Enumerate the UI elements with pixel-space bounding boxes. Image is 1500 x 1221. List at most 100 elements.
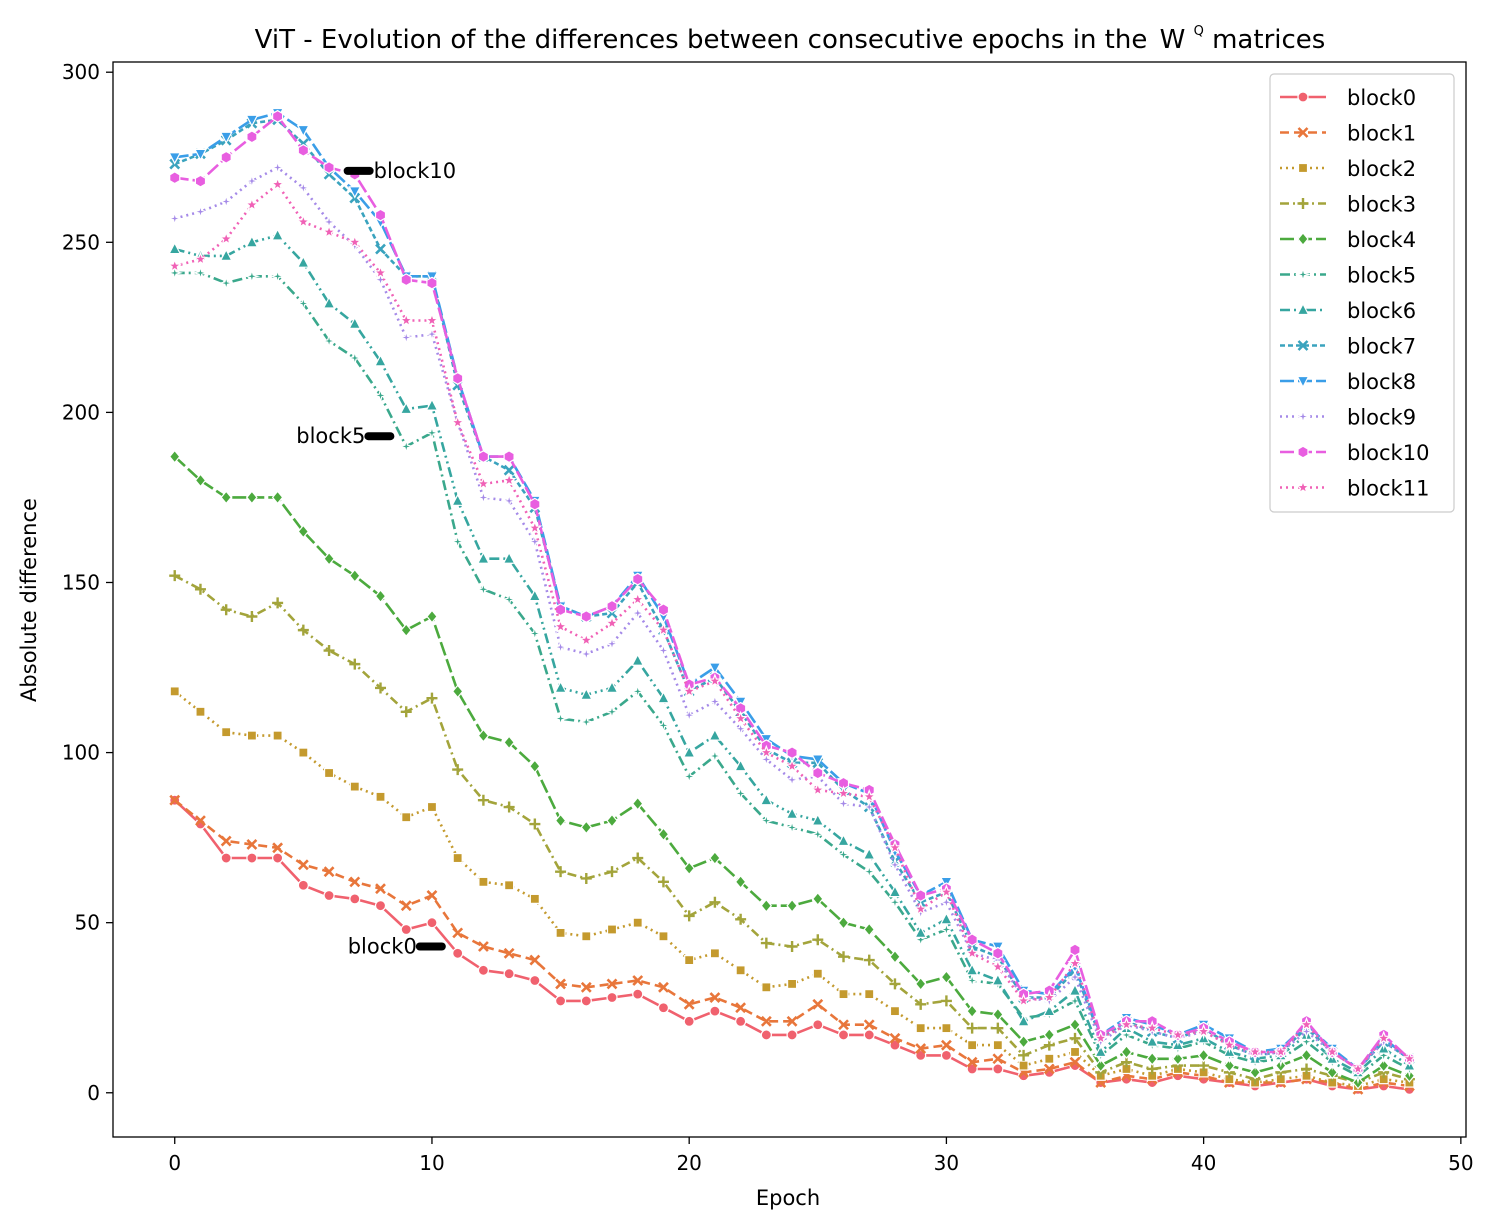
legend-marker — [1297, 91, 1309, 103]
data-point-block1 — [375, 883, 386, 895]
data-point-block1 — [966, 1056, 978, 1068]
data-point-block10 — [580, 610, 592, 623]
data-point-block10 — [657, 603, 670, 617]
x-tick-label: 0 — [168, 1151, 181, 1175]
data-point-block4 — [992, 1007, 1004, 1022]
data-point-block3 — [297, 624, 309, 636]
data-point-block1 — [529, 954, 541, 966]
legend-marker — [1297, 127, 1309, 138]
data-point-block0 — [426, 917, 438, 929]
legend-marker — [1295, 479, 1311, 494]
legend-marker — [1297, 340, 1309, 351]
data-point-block4 — [1223, 1058, 1236, 1073]
data-point-block9 — [397, 329, 415, 346]
data-point-block0 — [554, 995, 567, 1007]
data-point-block1 — [323, 866, 335, 878]
y-tick-label: 0 — [87, 1081, 100, 1105]
data-point-block2 — [169, 686, 180, 697]
series-block5 — [166, 264, 1418, 1085]
data-point-block4 — [606, 813, 618, 828]
data-point-block1 — [297, 859, 309, 871]
data-point-block8 — [708, 662, 722, 675]
data-point-block11 — [1016, 993, 1032, 1008]
data-point-block3 — [966, 1022, 978, 1034]
data-point-block0 — [297, 879, 309, 891]
chart-title-suffix: matrices — [1212, 25, 1325, 55]
data-point-block0 — [503, 968, 515, 980]
data-point-block0 — [812, 1019, 824, 1031]
data-point-block2 — [504, 880, 515, 891]
data-point-block11 — [398, 312, 414, 328]
data-point-block11 — [861, 788, 877, 804]
data-point-block5 — [757, 812, 775, 829]
data-point-block4 — [400, 623, 412, 638]
data-point-block6 — [734, 758, 748, 772]
data-point-block6 — [245, 235, 259, 248]
data-point-block1 — [606, 978, 618, 990]
data-point-block5 — [166, 264, 183, 282]
data-point-block10 — [169, 171, 181, 185]
data-point-block9 — [706, 693, 724, 710]
data-point-block5 — [526, 625, 544, 642]
x-axis-label: Epoch — [756, 1186, 820, 1210]
data-point-block9 — [1066, 968, 1084, 986]
data-point-block2 — [992, 1040, 1003, 1051]
data-point-block11 — [1041, 989, 1057, 1004]
chart-title-main: ViT - Evolution of the differences betwe… — [255, 25, 1148, 55]
data-point-block4 — [760, 898, 773, 913]
data-point-block1 — [709, 992, 721, 1003]
data-point-block11 — [733, 710, 749, 726]
data-point-block5 — [912, 931, 929, 948]
data-point-block1 — [503, 947, 515, 959]
legend-marker — [1296, 375, 1310, 389]
data-point-block1 — [555, 978, 566, 990]
data-point-block3 — [889, 978, 901, 990]
data-point-block9 — [886, 856, 904, 874]
data-point-block10 — [632, 572, 644, 586]
data-point-block4 — [1069, 1017, 1081, 1032]
data-point-block5 — [938, 921, 955, 938]
data-point-block9 — [500, 492, 518, 510]
data-point-block3 — [812, 934, 824, 946]
data-point-block4 — [1120, 1045, 1133, 1059]
data-point-block11 — [1298, 1016, 1315, 1032]
data-point-block9 — [475, 489, 492, 506]
data-point-block4 — [194, 473, 207, 488]
x-tick-label: 10 — [419, 1151, 444, 1175]
legend-item-block11: block11 — [1280, 477, 1429, 501]
data-point-block1 — [889, 1032, 901, 1044]
y-tick-label: 150 — [62, 570, 100, 594]
data-point-block3 — [349, 658, 361, 670]
data-point-block0 — [452, 947, 464, 959]
data-point-block0 — [683, 1015, 695, 1027]
data-point-block0 — [400, 923, 412, 936]
data-point-block11 — [784, 758, 800, 773]
legend-label: block8 — [1347, 370, 1416, 394]
data-point-block6 — [374, 354, 387, 367]
data-point-block8 — [194, 148, 207, 162]
legend-marker — [1294, 266, 1312, 283]
data-point-block3 — [555, 866, 567, 878]
data-point-block5 — [269, 267, 286, 285]
data-point-block2 — [375, 791, 386, 802]
data-point-block11 — [1247, 1044, 1263, 1059]
data-point-block6 — [991, 973, 1005, 986]
data-point-block2 — [1044, 1053, 1055, 1064]
legend-box — [1269, 73, 1455, 513]
data-point-block4 — [426, 609, 438, 624]
data-point-block5 — [783, 819, 801, 836]
data-point-block0 — [529, 974, 541, 987]
data-point-block2 — [323, 767, 335, 779]
chart-title-superscript: Q — [1194, 24, 1204, 39]
data-point-block3 — [323, 645, 335, 657]
data-point-block2 — [658, 931, 669, 942]
series-block4 — [168, 449, 1416, 1090]
data-point-block4 — [889, 949, 901, 964]
chart-title-symbol: W — [1160, 25, 1186, 55]
legend-label: block11 — [1347, 477, 1429, 501]
data-point-block11 — [1376, 1030, 1392, 1045]
data-point-block10 — [374, 208, 387, 222]
data-point-block11 — [938, 884, 954, 899]
data-point-block11 — [990, 959, 1006, 974]
data-point-block10 — [220, 150, 232, 164]
